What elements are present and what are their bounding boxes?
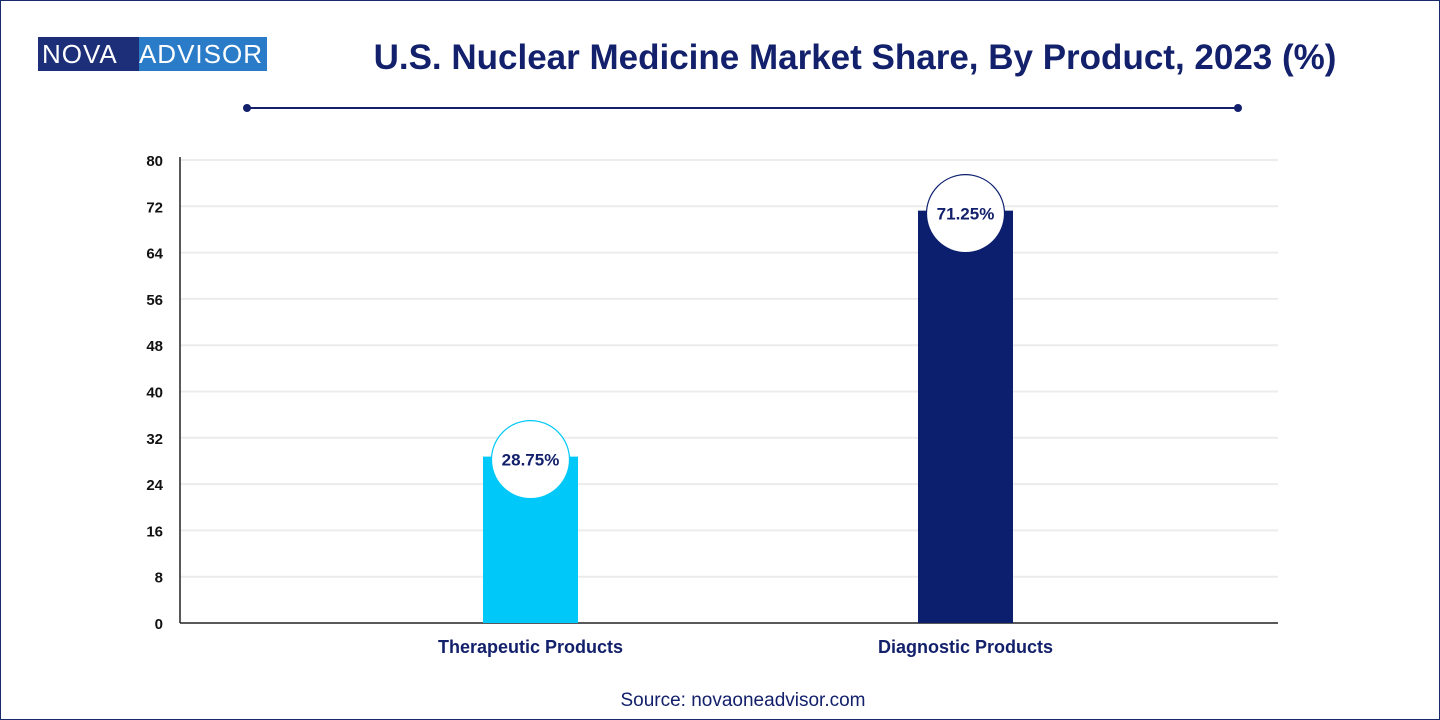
y-tick-label: 80 [146, 153, 163, 170]
logo-one: 1 [44, 74, 66, 102]
y-tick-label: 72 [146, 199, 163, 216]
y-tick-label: 40 [146, 385, 163, 402]
y-tick-label: 56 [146, 292, 163, 309]
x-tick-label: Therapeutic Products [438, 637, 623, 657]
y-tick-label: 24 [146, 477, 163, 494]
data-label: 71.25% [937, 205, 995, 224]
x-tick-label: Diagnostic Products [878, 637, 1053, 657]
data-label-circle [925, 174, 1006, 254]
chart-title: U.S. Nuclear Medicine Market Share, By P… [373, 38, 1337, 77]
y-tick-label: 8 [155, 570, 163, 587]
nova-one-advisor-logo: NOVA 1 ADVISOR [38, 37, 267, 102]
underline-dot-left [243, 104, 251, 112]
y-tick-label: 48 [146, 338, 163, 355]
title-underline [247, 107, 1238, 109]
bar-diagnostic-products [918, 210, 1013, 623]
logo-text-right: ADVISOR [138, 37, 267, 71]
y-tick-label: 0 [155, 616, 163, 633]
data-label: 28.75% [502, 451, 560, 470]
y-tick-label: 16 [146, 523, 163, 540]
logo-text-left: NOVA [42, 39, 118, 69]
source-text: Source: novaoneadvisor.com [620, 690, 866, 711]
y-tick-label: 64 [146, 246, 163, 263]
y-tick-label: 32 [146, 431, 163, 448]
underline-dot-right [1234, 104, 1242, 112]
data-label-circle [490, 420, 571, 500]
